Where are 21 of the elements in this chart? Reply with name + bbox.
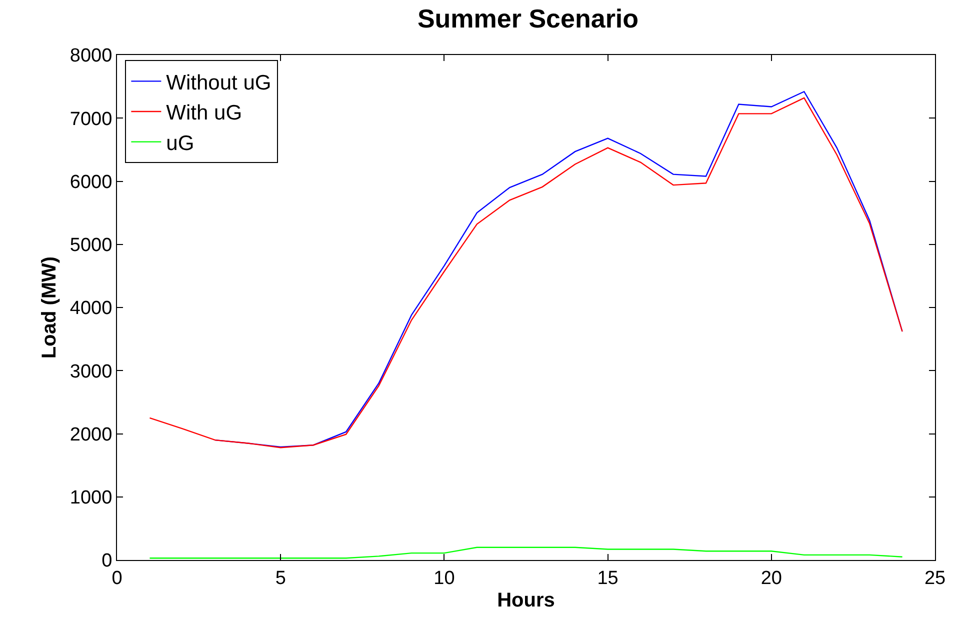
- x-tick-label: 20: [760, 568, 782, 589]
- x-tick-label: 25: [924, 568, 946, 589]
- y-tick-label: 8000: [70, 46, 112, 67]
- x-tick-label: 5: [275, 568, 286, 589]
- x-axis-title: Hours: [497, 589, 555, 612]
- line-series: [149, 546, 903, 559]
- y-axis-title: Load (MW): [38, 256, 60, 359]
- y-tick-label: 2000: [70, 424, 112, 446]
- x-tick-label: 15: [597, 568, 618, 589]
- x-tick-label: 10: [434, 568, 455, 589]
- y-tick-label: 1000: [70, 488, 112, 509]
- y-tick-label: 3000: [70, 361, 112, 382]
- y-tick-label: 4000: [70, 298, 112, 320]
- chart-title: Summer Scenario: [417, 4, 639, 34]
- legend-label: With uG: [166, 102, 242, 125]
- legend-label: uG: [166, 132, 194, 155]
- y-tick-label: 7000: [70, 108, 112, 130]
- legend-label: Without uG: [166, 71, 272, 94]
- y-tick-label: 6000: [70, 172, 112, 193]
- y-tick-label: 5000: [70, 235, 112, 256]
- y-tick-label: 0: [102, 550, 112, 572]
